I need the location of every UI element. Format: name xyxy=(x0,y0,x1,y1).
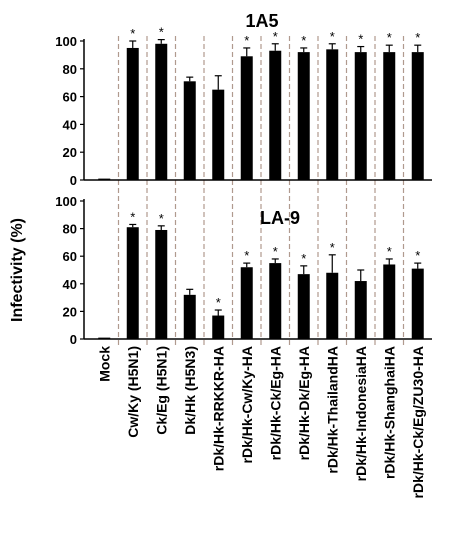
bar xyxy=(98,178,111,180)
significance-star: * xyxy=(273,29,278,44)
bar xyxy=(212,315,225,339)
category-label: rDk/Hk-RRKKR-HA xyxy=(210,346,226,471)
bar xyxy=(183,294,196,339)
significance-star: * xyxy=(387,30,392,45)
bar xyxy=(383,264,396,339)
significance-star: * xyxy=(244,248,249,263)
bar xyxy=(240,267,253,339)
significance-star: * xyxy=(301,33,306,48)
significance-star: * xyxy=(358,32,363,47)
significance-star: * xyxy=(387,244,392,259)
significance-star: * xyxy=(330,29,335,44)
y-tick-label: 60 xyxy=(63,249,77,264)
panel-1: 1A5 0 20 40 60 80 100 * * * * * * * * * xyxy=(55,11,432,188)
panel-title: 1A5 xyxy=(245,11,278,31)
y-tick-label: 0 xyxy=(70,173,77,188)
significance-star: * xyxy=(130,209,135,224)
chart-panels: 1A5 0 20 40 60 80 100 * * * * * * * * * LA-9 0 20 40 60 80 100… xyxy=(55,11,432,347)
y-tick-label: 40 xyxy=(63,277,77,292)
x-axis-labels: Mock Cw/Ky (H5N1) Ck/Eg (H5N1) Dk/Hk (H5N3)… xyxy=(96,346,426,499)
y-tick-label: 100 xyxy=(55,34,77,49)
significance-star: * xyxy=(273,244,278,259)
y-tick-label: 20 xyxy=(63,304,77,319)
significance-star: * xyxy=(159,211,164,226)
bar xyxy=(297,52,310,181)
significance-star: * xyxy=(415,248,420,263)
bar xyxy=(98,337,111,339)
y-tick-label: 80 xyxy=(63,222,77,237)
significance-star: * xyxy=(415,30,420,45)
significance-star: * xyxy=(301,251,306,266)
significance-star: * xyxy=(130,26,135,41)
bar xyxy=(155,229,168,339)
y-tick-label: 0 xyxy=(70,332,77,347)
category-label: rDk/Hk-Ck/Eg/ZU30-HA xyxy=(410,346,426,498)
category-label: rDk/Hk-ThailandHA xyxy=(324,346,340,474)
bar xyxy=(326,272,339,339)
category-label: rDk/Hk-Cw/Ky-HA xyxy=(239,346,255,463)
significance-star: * xyxy=(330,240,335,255)
significance-star: * xyxy=(216,295,221,310)
bar xyxy=(212,89,225,180)
y-tick-label: 20 xyxy=(63,145,77,160)
category-label: Mock xyxy=(96,346,112,382)
significance-star: * xyxy=(159,25,164,40)
bar xyxy=(297,274,310,339)
bar xyxy=(354,281,367,339)
category-label: Ck/Eg (H5N1) xyxy=(153,346,169,435)
y-tick-label: 80 xyxy=(63,62,77,77)
y-axis-title: Infectivity (%) xyxy=(9,218,26,322)
category-label: rDk/Hk-Ck/Eg-HA xyxy=(267,346,283,460)
bar xyxy=(269,50,282,181)
category-label: rDk/Hk-ShanghaiHA xyxy=(381,346,397,479)
bar xyxy=(240,56,253,180)
panel-2: LA-9 0 20 40 60 80 100 * * * * * * * * * xyxy=(55,194,432,347)
y-tick-label: 100 xyxy=(55,194,77,209)
panel-title: LA-9 xyxy=(260,208,300,228)
bar xyxy=(126,47,139,181)
y-tick-label: 40 xyxy=(63,117,77,132)
bar xyxy=(411,268,424,339)
bar xyxy=(383,52,396,181)
category-label: rDk/Hk-Dk/Eg-HA xyxy=(296,346,312,460)
bar xyxy=(354,52,367,181)
category-label: Dk/Hk (H5N3) xyxy=(182,346,198,435)
bar xyxy=(411,52,424,181)
category-label: Cw/Ky (H5N1) xyxy=(125,346,141,438)
bar xyxy=(183,81,196,180)
category-label: rDk/Hk-IndonesiaHA xyxy=(353,346,369,481)
bar xyxy=(269,263,282,339)
y-tick-label: 60 xyxy=(63,90,77,105)
bar xyxy=(326,49,339,181)
significance-star: * xyxy=(244,33,249,48)
bar xyxy=(126,227,139,339)
bar xyxy=(155,43,168,180)
